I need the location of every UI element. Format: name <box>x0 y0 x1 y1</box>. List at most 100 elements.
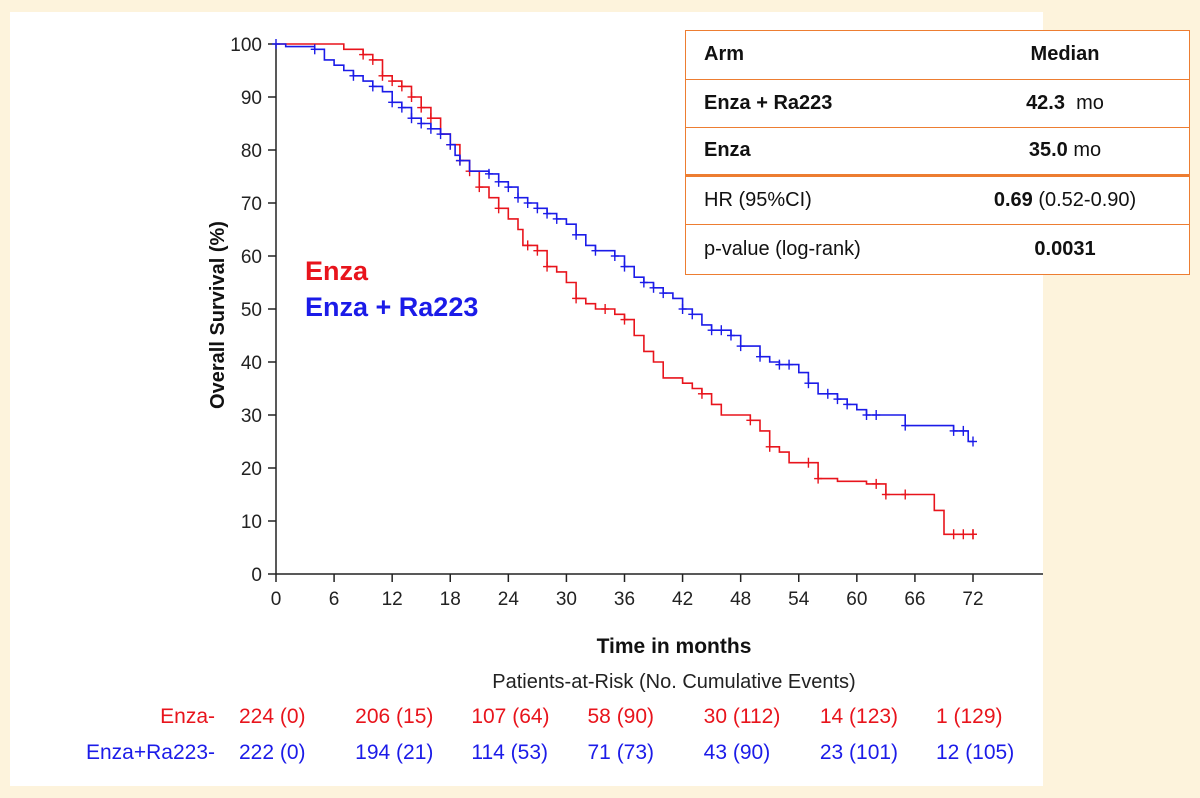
censor-mark-enza <box>407 92 416 102</box>
x-ticks: 0 6 12 18 24 30 36 42 48 54 60 66 72 <box>271 574 984 610</box>
y-tick-label: 100 <box>230 35 262 56</box>
y-ticks: 0 10 20 30 40 50 60 70 80 90 100 <box>230 35 276 586</box>
censor-mark-enza <box>872 478 881 489</box>
censor-mark-enza-ra223 <box>543 208 552 219</box>
y-tick-label: 60 <box>241 247 262 268</box>
x-axis-label: Time in months <box>597 635 752 658</box>
summary-table: Arm Median Enza + Ra223 42.3 mo Enza 35.… <box>685 30 1190 275</box>
censor-mark-enza-ra223 <box>272 39 280 49</box>
risk-value: 114 (53) <box>471 741 548 764</box>
censor-mark-enza-ra223 <box>504 182 513 193</box>
censor-mark-enza-ra223 <box>572 229 581 240</box>
censor-mark-enza <box>359 49 368 60</box>
y-tick-label: 40 <box>241 353 262 374</box>
x-tick-label: 36 <box>614 589 635 610</box>
x-tick-label: 12 <box>382 589 403 610</box>
censor-mark-enza-ra223 <box>426 123 435 134</box>
risk-value: 14 (123) <box>819 705 899 728</box>
risk-row-label: Enza- <box>160 705 215 728</box>
censor-mark-enza-ra223 <box>591 245 600 256</box>
risk-value: 1 (129) <box>936 705 1003 728</box>
censor-mark-enza-ra223 <box>349 70 358 81</box>
summary-hr-value: 0.69 (0.52-0.90) <box>993 188 1137 211</box>
risk-value: 23 (101) <box>819 741 899 764</box>
censor-mark-enza <box>368 54 377 65</box>
censor-mark-enza <box>417 102 426 113</box>
summary-header-median: Median <box>1030 43 1100 66</box>
censor-mark-enza-ra223 <box>823 388 832 399</box>
censor-mark-enza-ra223 <box>833 394 842 405</box>
censor-mark-enza-ra223 <box>436 129 445 140</box>
censor-mark-enza <box>949 529 958 540</box>
summary-p-value: 0.0031 <box>1034 237 1096 260</box>
y-tick-label: 10 <box>241 512 262 533</box>
censor-mark-enza-ra223 <box>620 261 629 272</box>
summary-row-p: p-value (log-rank) 0.0031 <box>686 225 1189 274</box>
risk-row-enza-ra223: Enza+Ra223- 222 (0) 194 (21) 114 (53) 71 (73… <box>10 741 1043 769</box>
censor-mark-enza-ra223 <box>368 81 377 92</box>
censor-mark-enza-ra223 <box>533 203 542 214</box>
censor-mark-enza-ra223 <box>717 325 726 336</box>
censor-mark-enza <box>969 529 977 540</box>
risk-table-title: Patients-at-Risk (No. Cumulative Events) <box>492 671 855 693</box>
risk-value: 43 (90) <box>703 741 771 764</box>
y-tick-label: 0 <box>251 565 262 586</box>
censor-mark-enza <box>601 304 610 314</box>
censor-mark-enza-ra223 <box>736 341 745 352</box>
censor-mark-enza <box>881 489 890 500</box>
x-tick-label: 6 <box>329 589 340 610</box>
censor-mark-enza <box>533 245 542 256</box>
risk-row-enza: Enza- 224 (0) 206 (15) 107 (64) 58 (90) 30 (1… <box>10 705 1043 733</box>
risk-value: 194 (21) <box>355 741 434 764</box>
censor-mark-enza-ra223 <box>688 309 697 320</box>
summary-median-value: 42.3 mo <box>1026 91 1104 114</box>
censor-mark-enza-ra223 <box>407 113 416 124</box>
censor-mark-enza-ra223 <box>552 213 561 224</box>
x-tick-label: 72 <box>962 589 983 610</box>
censor-mark-enza-ra223 <box>775 359 784 370</box>
summary-row-enza: Enza 35.0 mo <box>686 128 1189 177</box>
censor-mark-enza-ra223 <box>659 288 668 299</box>
censor-mark-enza-ra223 <box>843 399 852 410</box>
censor-mark-enza <box>543 261 552 272</box>
risk-value: 58 (90) <box>587 705 655 728</box>
y-tick-label: 70 <box>241 194 262 215</box>
censor-mark-enza-ra223 <box>446 139 455 150</box>
censor-mark-enza <box>814 473 823 484</box>
x-tick-label: 18 <box>440 589 461 610</box>
risk-value: 30 (112) <box>703 705 781 728</box>
censor-mark-enza-ra223 <box>417 118 426 129</box>
censor-mark-enza-ra223 <box>610 251 619 261</box>
censor-mark-enza-ra223 <box>388 97 397 108</box>
censor-mark-enza-ra223 <box>397 102 406 113</box>
y-tick-label: 90 <box>241 88 262 109</box>
legend-enza-ra223: Enza + Ra223 <box>305 292 478 322</box>
censor-mark-enza-ra223 <box>804 378 813 389</box>
censor-mark-enza <box>494 203 503 214</box>
censor-mark-enza <box>804 457 813 468</box>
censor-mark-enza-ra223 <box>949 425 958 436</box>
summary-row-enza-ra223: Enza + Ra223 42.3 mo <box>686 80 1189 128</box>
censor-mark-enza-ra223 <box>756 351 765 362</box>
summary-arm-label: Enza <box>704 139 751 162</box>
censor-mark-enza <box>959 529 968 540</box>
censor-mark-enza-ra223 <box>726 330 735 341</box>
censor-mark-enza-ra223 <box>959 425 968 436</box>
summary-row-hr: HR (95%CI) 0.69 (0.52-0.90) <box>686 177 1189 225</box>
censor-mark-enza <box>523 240 532 251</box>
legend-enza: Enza <box>305 256 369 286</box>
risk-value: 206 (15) <box>355 705 434 728</box>
censor-mark-enza <box>901 489 910 500</box>
risk-value: 107 (64) <box>471 705 550 728</box>
censor-mark-enza-ra223 <box>678 304 687 314</box>
y-tick-label: 30 <box>241 406 262 427</box>
censor-mark-enza <box>746 415 755 426</box>
x-tick-label: 54 <box>788 589 810 610</box>
y-tick-label: 50 <box>241 300 262 321</box>
series-layer <box>272 39 977 540</box>
censor-mark-enza <box>620 314 629 325</box>
censor-mark-enza-ra223 <box>785 359 794 370</box>
summary-hr-label: HR (95%CI) <box>704 188 812 211</box>
censor-mark-enza-ra223 <box>901 420 910 431</box>
x-tick-label: 66 <box>904 589 925 610</box>
